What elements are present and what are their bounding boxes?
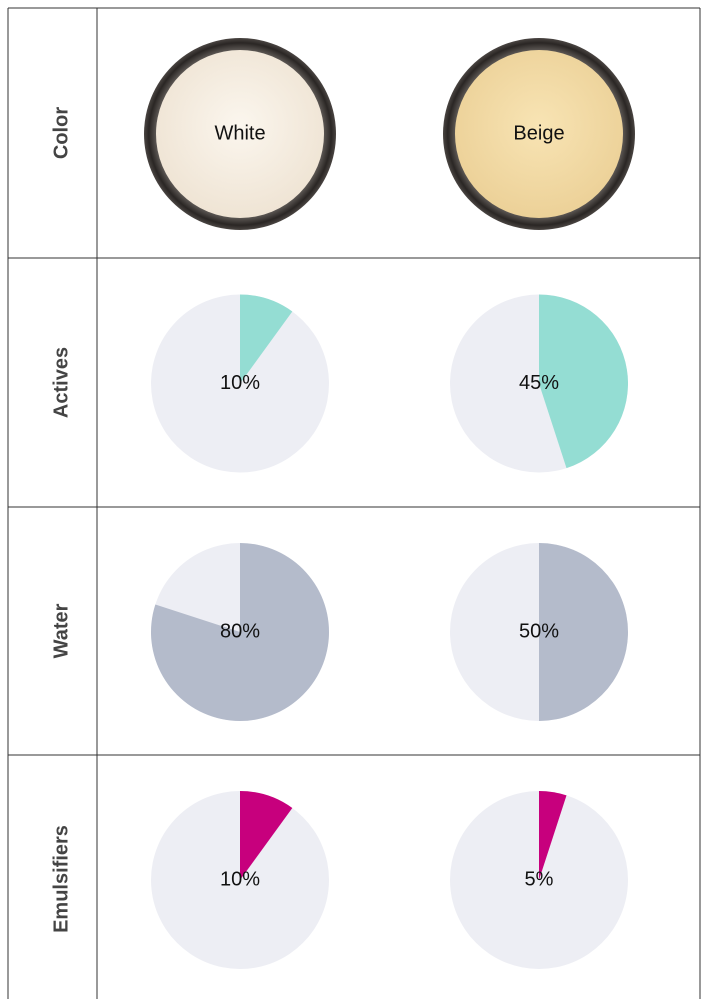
pie-slice [539, 791, 567, 880]
row-label: Actives [50, 347, 72, 418]
pie-value-label: 45% [519, 372, 559, 394]
pie-value-label: 5% [525, 868, 554, 890]
table-borders [7, 7, 701, 999]
pie-slice [240, 294, 293, 384]
pie-value-label: 10% [220, 868, 260, 890]
pie-value-label: 50% [519, 620, 559, 642]
pie-slice [539, 294, 629, 469]
pie-value-label: 10% [220, 372, 260, 394]
pie-slice [240, 791, 293, 880]
row-label: Water [50, 603, 72, 658]
swatch-label: Beige [513, 122, 564, 144]
row-label: Emulsifiers [50, 825, 72, 933]
pie-slice [539, 543, 628, 721]
pie-slice [151, 543, 329, 721]
cream-swatch [156, 50, 324, 218]
swatch-label: White [214, 122, 265, 144]
pie-value-label: 80% [220, 620, 260, 642]
row-label: Color [50, 107, 72, 159]
cream-swatch [455, 50, 623, 218]
